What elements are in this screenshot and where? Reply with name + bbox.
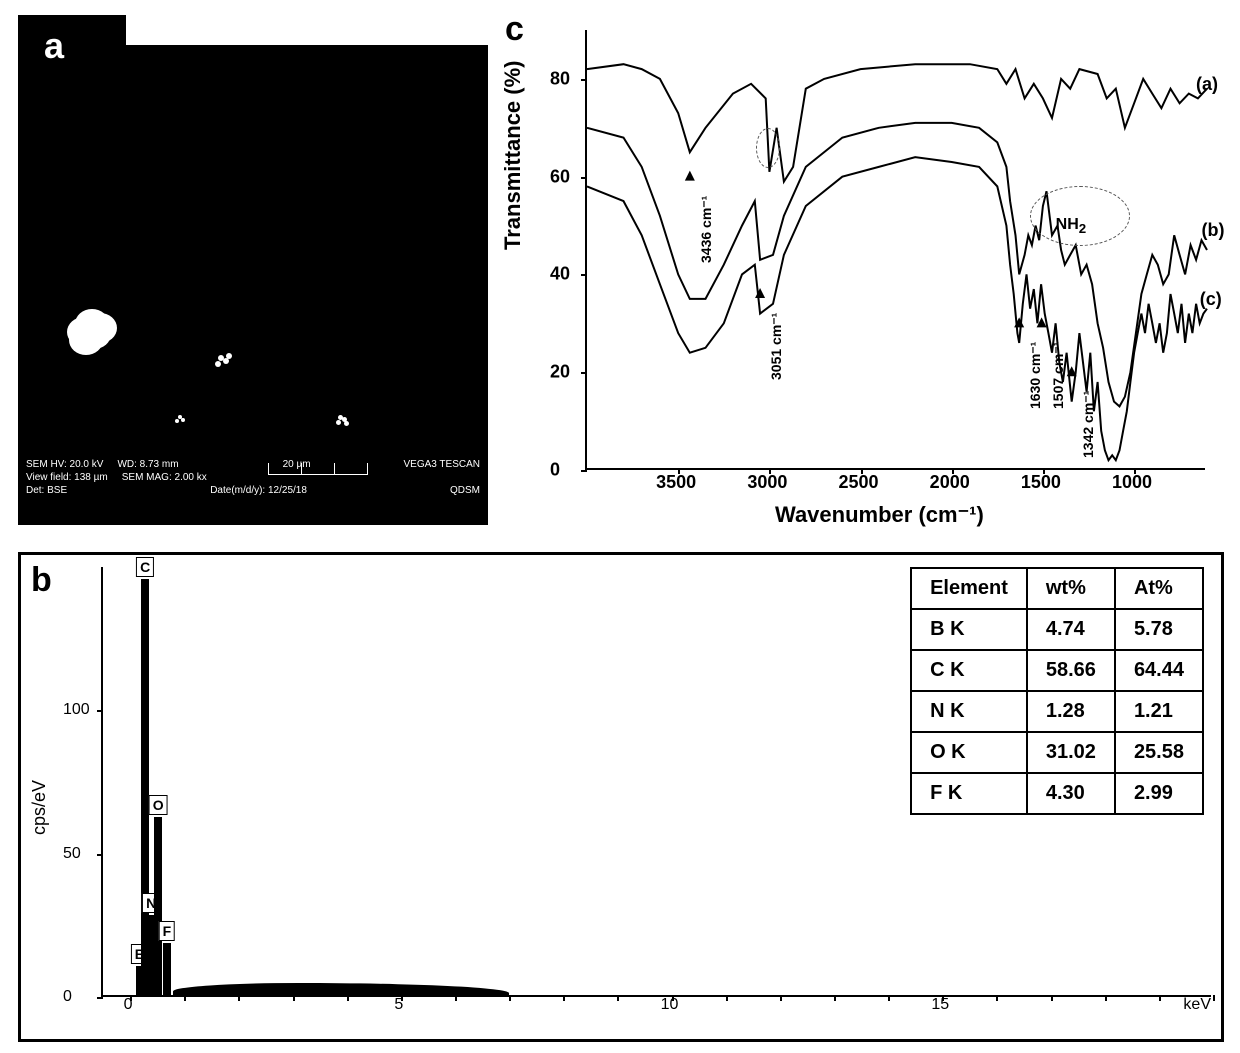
ftir-peak-label: 3436 cm⁻¹ [698,195,715,262]
ftir-peak-label: 3051 cm⁻¹ [768,313,785,380]
eds-xtick: 15 [931,996,949,1014]
ftir-xtick: 1000 [1112,472,1152,493]
sem-spot [218,355,224,361]
panel-b-label: b [31,561,52,600]
ftir-series-label: (b) [1202,220,1225,241]
sem-instrument: VEGA3 TESCAN [403,459,480,470]
panel-c-label: c [505,10,524,49]
ftir-ytick: 40 [550,264,570,285]
eds-td: O K [911,732,1027,773]
sem-mag: SEM MAG: 2.00 kx [122,472,207,483]
ftir-xlabel: Wavenumber (cm⁻¹) [775,502,984,528]
eds-peak-label-C: C [136,557,154,577]
sem-spot [178,415,182,419]
ftir-xtick: 3000 [747,472,787,493]
ftir-line-a [587,64,1207,181]
ftir-xtick: 3500 [656,472,696,493]
eds-xtick: 5 [394,996,403,1014]
eds-td: C K [911,650,1027,691]
eds-th: At% [1115,568,1203,609]
ftir-series-label: (c) [1200,289,1222,310]
eds-td: 64.44 [1115,650,1203,691]
ftir-svg [587,30,1207,470]
sem-hv: SEM HV: 20.0 kV [26,459,103,470]
ftir-ylabel: Transmittance (%) [500,61,526,251]
eds-ylabel: cps/eV [29,780,50,835]
eds-td: N K [911,691,1027,732]
ftir-plot-area: 3436 cm⁻¹ 3051 cm⁻¹ 1630 cm⁻¹ 1507 cm⁻¹ 1342… [585,30,1205,470]
eds-ytick: 100 [63,701,90,719]
sem-lab: QDSM [450,485,480,496]
sem-image-panel: a SEM HV: 20.0 kV WD: 8.73 mm 20 µm VEGA… [18,15,488,525]
sem-det: Det: BSE [26,485,67,496]
eds-td: 1.28 [1027,691,1115,732]
nh2-label: NH2 [1056,216,1087,236]
ftir-panel: c Transmittance (%) Wavenumber (cm⁻¹) 34… [495,10,1235,540]
ftir-ytick: 20 [550,362,570,383]
sem-footer: SEM HV: 20.0 kV WD: 8.73 mm 20 µm VEGA3 … [18,455,488,525]
eds-th: Element [911,568,1027,609]
sem-date: Date(m/d/y): 12/25/18 [210,485,307,496]
eds-td: 4.30 [1027,773,1115,814]
panel-a-label: a [36,23,72,69]
eds-td: 31.02 [1027,732,1115,773]
eds-baseline [173,983,509,995]
table-row: C K58.6664.44 [911,650,1203,691]
table-row: O K31.0225.58 [911,732,1203,773]
eds-td: 4.74 [1027,609,1115,650]
eds-peak-F [163,943,171,995]
ftir-xtick: 2500 [838,472,878,493]
eds-peak-label-O: O [149,795,168,815]
eds-ytick: 0 [63,988,72,1006]
ftir-arrow [685,171,695,181]
table-row: B K4.745.78 [911,609,1203,650]
sem-cutout [126,15,488,45]
eds-table: Elementwt%At% B K4.745.78C K58.6664.44N … [910,567,1204,815]
eds-td: 58.66 [1027,650,1115,691]
sem-spot [338,415,343,420]
sem-spot [73,315,107,345]
ftir-xtick: 2000 [930,472,970,493]
eds-td: B K [911,609,1027,650]
ftir-ytick: 0 [550,460,560,481]
eds-ytick: 50 [63,845,81,863]
table-row: N K1.281.21 [911,691,1203,732]
eds-td: 1.21 [1115,691,1203,732]
ftir-ytick: 80 [550,68,570,89]
eds-panel: b cps/eV BCNOF keV Elementwt%At% B K4.74… [18,552,1224,1042]
eds-td: 2.99 [1115,773,1203,814]
ftir-peak-label: 1507 cm⁻¹ [1050,342,1067,409]
sem-viewfield: View field: 138 µm [26,472,108,483]
sem-wd: WD: 8.73 mm [117,459,178,470]
table-row: F K4.302.99 [911,773,1203,814]
eds-td: 5.78 [1115,609,1203,650]
ftir-line-b [587,123,1207,407]
eds-peak-O [154,817,162,995]
ftir-peak-label: 1630 cm⁻¹ [1027,342,1044,409]
eds-td: F K [911,773,1027,814]
ftir-series-label: (a) [1196,74,1218,95]
ftir-ytick: 60 [550,166,570,187]
eds-peak-label-F: F [159,921,176,941]
eds-th: wt% [1027,568,1115,609]
eds-td: 25.58 [1115,732,1203,773]
ftir-peak-label: 1342 cm⁻¹ [1080,391,1097,458]
eds-xtick: 10 [661,996,679,1014]
eds-xtick: 0 [124,996,133,1014]
eds-xunit: keV [1183,996,1211,1014]
sem-scalebar-label: 20 µm [283,459,311,470]
ftir-xtick: 1500 [1021,472,1061,493]
